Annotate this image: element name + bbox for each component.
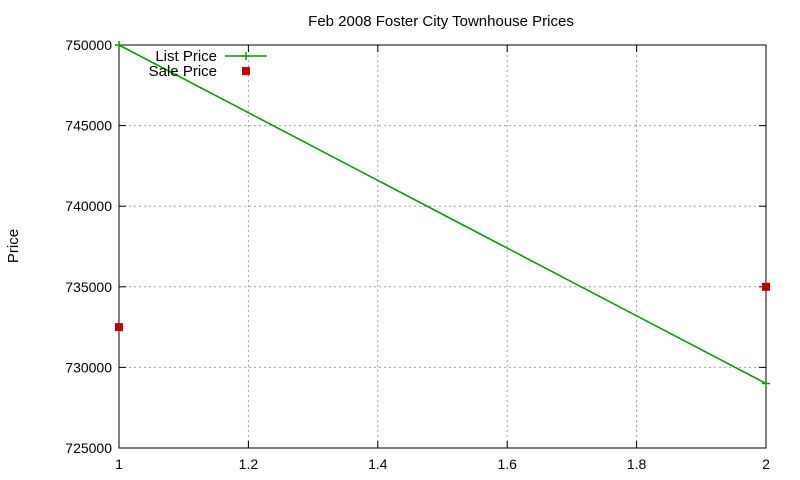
y-axis-label: Price: [5, 229, 22, 263]
axis-ticks: 1 1.2 1.4 1.6 1.8 2 725000 730000 735000 740000 74…: [65, 37, 770, 472]
x-tick-label: 2: [762, 456, 770, 472]
y-tick-label: 740000: [65, 198, 112, 214]
legend-swatch-marker: [242, 52, 250, 60]
data-point: [115, 41, 123, 49]
y-tick-label: 735000: [65, 279, 112, 295]
x-tick-label: 1: [115, 456, 123, 472]
y-tick-label: 730000: [65, 359, 112, 375]
x-tick-label: 1.6: [497, 456, 517, 472]
x-tick-label: 1.2: [239, 456, 259, 472]
plot-frame: [118, 44, 767, 449]
x-tick-label: 1.4: [368, 456, 388, 472]
series-0: [115, 41, 770, 388]
data-point: [762, 379, 770, 388]
y-tick-label: 725000: [65, 440, 112, 456]
series-layer: [115, 41, 770, 388]
chart-title: Feb 2008 Foster City Townhouse Prices: [308, 13, 574, 30]
y-tick-label: 745000: [65, 118, 112, 134]
data-point: [762, 282, 770, 291]
legend-label: List Price: [155, 48, 217, 65]
series-1: [115, 282, 770, 332]
data-point: [115, 323, 123, 332]
series-line: [118, 44, 767, 385]
grid-lines: [119, 45, 766, 448]
x-tick-label: 1.8: [627, 456, 647, 472]
legend-label: Sale Price: [149, 63, 217, 80]
y-tick-label: 750000: [65, 37, 112, 53]
legend-swatch-marker: [242, 67, 250, 75]
